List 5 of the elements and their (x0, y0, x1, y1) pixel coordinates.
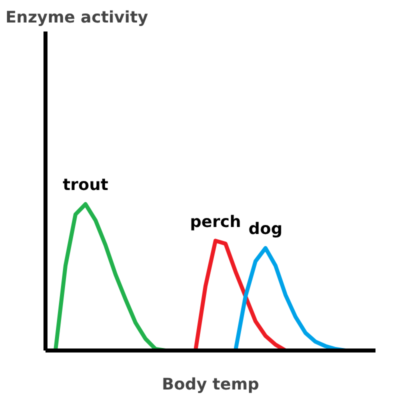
series-label: dog (248, 219, 282, 238)
series-label: trout (62, 175, 109, 194)
chart-title: Enzyme activity (6, 8, 149, 26)
series-label: perch (190, 212, 242, 231)
x-axis-title: Body temp (162, 374, 260, 394)
